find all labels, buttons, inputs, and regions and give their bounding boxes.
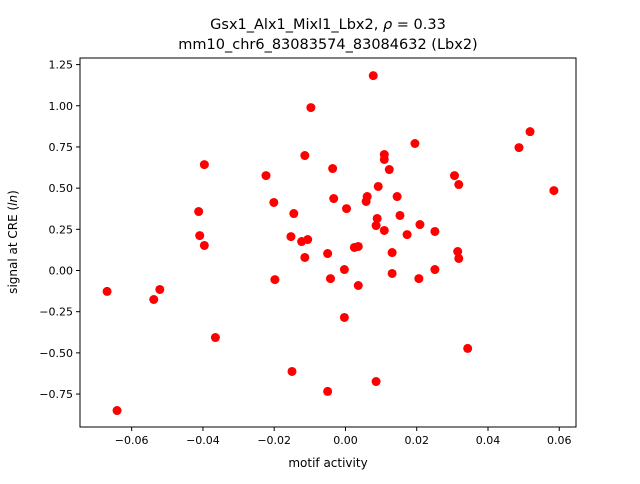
data-point — [449, 171, 459, 181]
y-axis-ticks: −0.75 −0.50 −0.25 0.00 0.25 0.50 0.75 1.00 1.25 — [39, 59, 80, 401]
data-point — [430, 265, 440, 275]
data-point — [325, 274, 335, 284]
data-point — [379, 154, 389, 164]
data-point — [454, 253, 464, 263]
plot-frame — [79, 57, 577, 428]
data-point — [328, 164, 338, 174]
x-tick-label: 0.02 — [404, 434, 429, 447]
data-point — [371, 377, 381, 387]
data-point — [339, 265, 349, 275]
data-point — [463, 343, 473, 353]
y-tick-label: 1.25 — [49, 59, 74, 72]
data-point — [453, 247, 463, 257]
data-point — [323, 386, 333, 396]
chart-title-line1: Gsx1_Alx1_Mixl1_Lbx2, ρ = 0.33 — [210, 17, 446, 33]
data-point — [270, 275, 280, 285]
data-point — [379, 225, 389, 235]
data-point — [392, 192, 402, 202]
data-point — [300, 151, 310, 161]
data-point — [387, 248, 397, 258]
data-point — [261, 171, 271, 181]
x-tick-label: −0.04 — [186, 434, 220, 447]
data-point — [454, 180, 464, 190]
data-point — [371, 221, 381, 231]
x-axis-label: motif activity — [288, 456, 367, 470]
data-point — [339, 312, 349, 322]
data-point — [430, 226, 440, 236]
data-point — [384, 165, 394, 175]
data-point — [387, 268, 397, 278]
data-point — [199, 160, 209, 170]
data-point — [353, 280, 363, 290]
x-axis-ticks: −0.06 −0.04 −0.02 0.00 0.02 0.04 0.06 — [115, 427, 572, 447]
data-point — [362, 192, 372, 202]
data-point — [155, 284, 165, 294]
y-tick-label: 0.75 — [49, 141, 74, 154]
data-point — [514, 143, 524, 153]
x-tick-label: −0.02 — [257, 434, 291, 447]
chart-title-line2: mm10_chr6_83083574_83084632 (Lbx2) — [178, 37, 477, 53]
x-tick-label: 0.06 — [547, 434, 572, 447]
data-point — [410, 138, 420, 148]
data-point — [414, 274, 424, 284]
data-point — [112, 406, 122, 416]
data-point — [289, 209, 299, 219]
x-tick-label: 0.00 — [333, 434, 358, 447]
data-point — [149, 294, 159, 304]
data-point — [195, 231, 205, 241]
data-point — [353, 241, 363, 251]
y-tick-label: −0.25 — [39, 306, 73, 319]
data-point — [395, 210, 405, 220]
data-point — [342, 204, 352, 214]
data-point — [329, 194, 339, 204]
data-point — [323, 249, 333, 259]
data-point — [286, 232, 296, 242]
y-tick-label: −0.50 — [39, 347, 73, 360]
data-point — [199, 240, 209, 250]
data-point — [194, 207, 204, 217]
y-tick-label: 0.00 — [49, 265, 74, 278]
data-point — [525, 127, 535, 137]
data-point — [306, 103, 316, 113]
data-point — [415, 220, 425, 230]
data-point — [303, 235, 313, 245]
data-point — [269, 197, 279, 207]
data-point — [102, 286, 112, 296]
data-point — [368, 71, 378, 81]
data-point — [287, 366, 297, 376]
y-tick-label: 1.00 — [49, 100, 74, 113]
data-point — [300, 252, 310, 262]
points-layer — [102, 71, 559, 416]
y-axis-label: signal at CRE (ln) — [6, 190, 20, 294]
data-point — [210, 333, 220, 343]
data-point — [402, 230, 412, 240]
data-point — [372, 213, 382, 223]
x-tick-label: −0.06 — [115, 434, 149, 447]
x-tick-label: 0.04 — [476, 434, 501, 447]
data-point — [373, 181, 383, 191]
y-tick-label: 0.25 — [49, 223, 74, 236]
y-tick-label: 0.50 — [49, 182, 74, 195]
data-point — [549, 186, 559, 196]
y-tick-label: −0.75 — [39, 388, 73, 401]
